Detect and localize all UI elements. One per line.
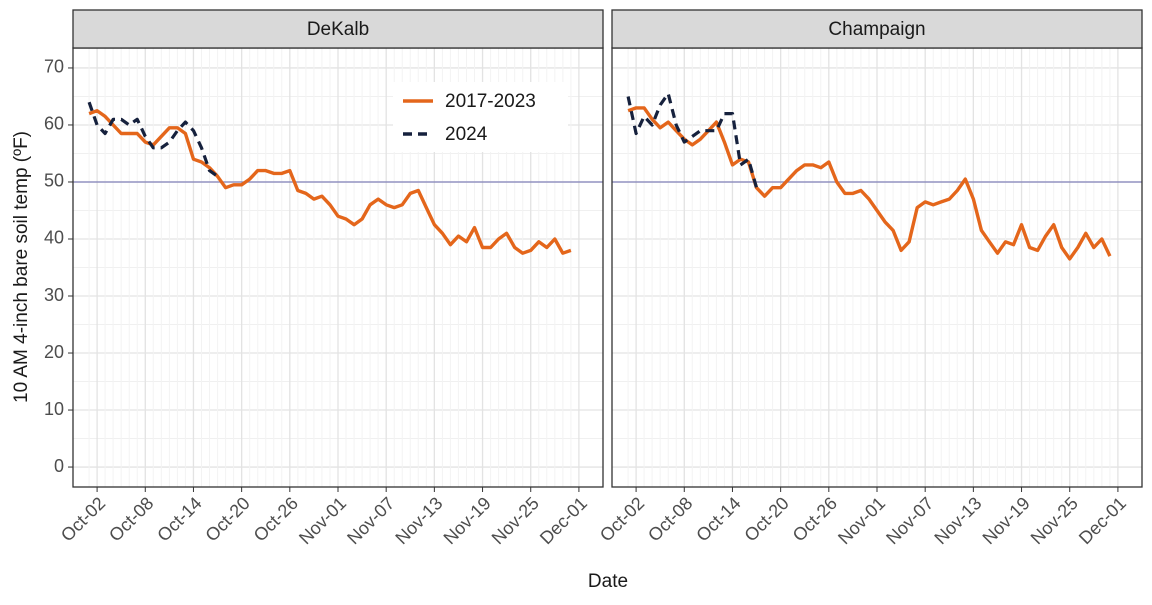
y-tick-label: 0 bbox=[54, 456, 64, 476]
x-tick-label: Dec-01 bbox=[536, 493, 591, 548]
x-tick-label: Oct-26 bbox=[789, 493, 841, 545]
x-tick-label: Oct-26 bbox=[250, 493, 302, 545]
y-tick-label: 10 bbox=[44, 399, 64, 419]
y-tick-label: 60 bbox=[44, 114, 64, 134]
legend-text: 2024 bbox=[445, 124, 488, 145]
series-line bbox=[88, 109, 572, 255]
x-tick-label: Oct-20 bbox=[201, 493, 253, 545]
x-tick-label: Nov-25 bbox=[488, 493, 543, 548]
y-tick-label: 50 bbox=[44, 171, 64, 191]
series-line bbox=[626, 92, 759, 189]
x-tick-label: Oct-08 bbox=[644, 493, 696, 545]
x-tick-label: Nov-01 bbox=[295, 493, 350, 548]
x-tick-label: Nov-01 bbox=[834, 493, 889, 548]
x-tick-label: Oct-14 bbox=[153, 493, 205, 545]
legend-text: 2017-2023 bbox=[445, 91, 536, 112]
x-tick-label: Nov-25 bbox=[1027, 493, 1082, 548]
x-tick-label: Oct-02 bbox=[596, 493, 648, 545]
x-tick-label: Dec-01 bbox=[1075, 493, 1130, 548]
y-tick-label: 40 bbox=[44, 228, 64, 248]
y-tick-label: 30 bbox=[44, 285, 64, 305]
x-tick-label: Oct-14 bbox=[692, 493, 744, 545]
strip-background bbox=[72, 9, 604, 49]
strip-background bbox=[611, 9, 1143, 49]
y-tick-label: 70 bbox=[44, 57, 64, 77]
x-tick-label: Nov-07 bbox=[882, 493, 937, 548]
strip-title: DeKalb bbox=[307, 19, 369, 40]
strip-title: Champaign bbox=[828, 19, 925, 40]
legend-background bbox=[393, 82, 568, 152]
x-tick-label: Nov-19 bbox=[979, 493, 1034, 548]
x-axis-title: Date bbox=[588, 571, 628, 592]
x-tick-label: Nov-19 bbox=[440, 493, 495, 548]
x-tick-label: Oct-02 bbox=[57, 493, 109, 545]
x-tick-label: Nov-13 bbox=[391, 493, 446, 548]
y-tick-label: 20 bbox=[44, 342, 64, 362]
x-tick-label: Nov-13 bbox=[930, 493, 985, 548]
x-tick-label: Oct-20 bbox=[740, 493, 792, 545]
x-tick-label: Nov-07 bbox=[343, 493, 398, 548]
series-line bbox=[87, 101, 219, 178]
y-axis-title: 10 AM 4-inch bare soil temp (ºF) bbox=[11, 131, 32, 403]
x-tick-label: Oct-08 bbox=[105, 493, 157, 545]
